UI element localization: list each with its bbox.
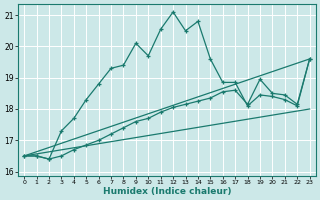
X-axis label: Humidex (Indice chaleur): Humidex (Indice chaleur) bbox=[103, 187, 231, 196]
